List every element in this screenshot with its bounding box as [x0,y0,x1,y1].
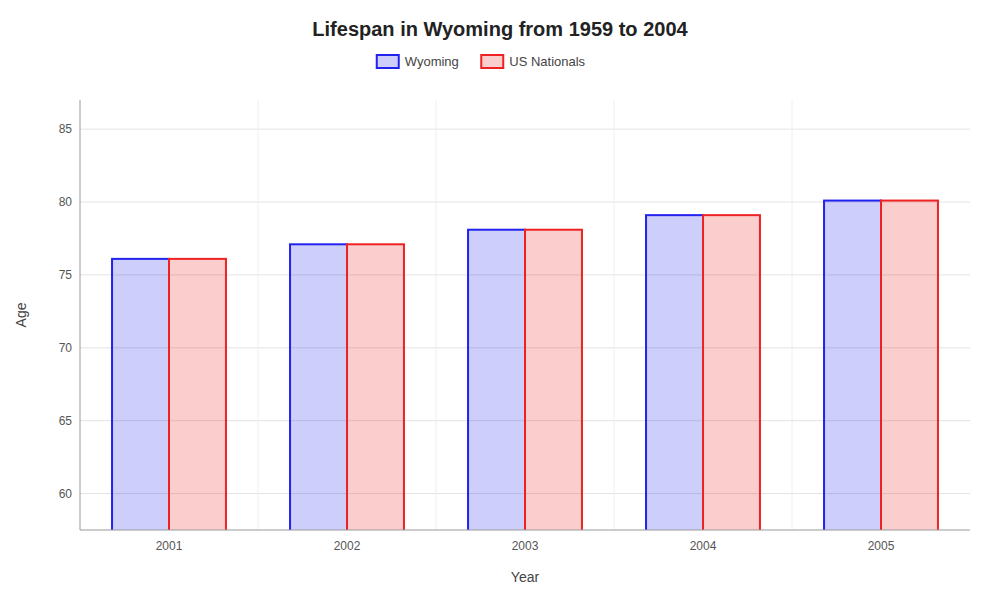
bar [881,201,938,530]
x-tick-label: 2002 [334,539,361,553]
y-axis-label: Age [13,302,29,327]
legend: Wyoming US Nationals [377,54,586,69]
y-tick-label: 75 [59,268,73,282]
bar [112,259,169,530]
x-axis-line [80,530,970,531]
group-separator [436,100,437,530]
y-tick-label: 60 [59,487,73,501]
legend-swatch [377,55,399,68]
chart-title: Lifespan in Wyoming from 1959 to 2004 [312,18,688,40]
bar [468,230,525,530]
group-separator [792,100,793,530]
legend-swatch [481,55,503,68]
legend-label: US Nationals [509,54,585,69]
chart-svg: 60 65 70 75 80 85 2001 2002 2003 2004 2005 Year Age L… [0,0,1000,600]
grid-line [80,129,970,130]
y-tick-label: 85 [59,122,73,136]
x-tick-label: 2001 [156,539,183,553]
x-tick-label: 2003 [512,539,539,553]
chart-container: 60 65 70 75 80 85 2001 2002 2003 2004 2005 Year Age L… [0,0,1000,600]
bar [646,215,703,530]
x-axis-label: Year [511,569,540,585]
group-separator [258,100,259,530]
bars [112,201,938,530]
y-tick-label: 70 [59,341,73,355]
bar [290,244,347,530]
group-separator [614,100,615,530]
y-tick-label: 80 [59,195,73,209]
bar [169,259,226,530]
x-tick-label: 2005 [868,539,895,553]
y-axis-line [80,100,81,530]
bar [347,244,404,530]
legend-label: Wyoming [405,54,459,69]
bar [824,201,881,530]
y-tick-label: 65 [59,414,73,428]
x-tick-label: 2004 [690,539,717,553]
bar [525,230,582,530]
bar [703,215,760,530]
